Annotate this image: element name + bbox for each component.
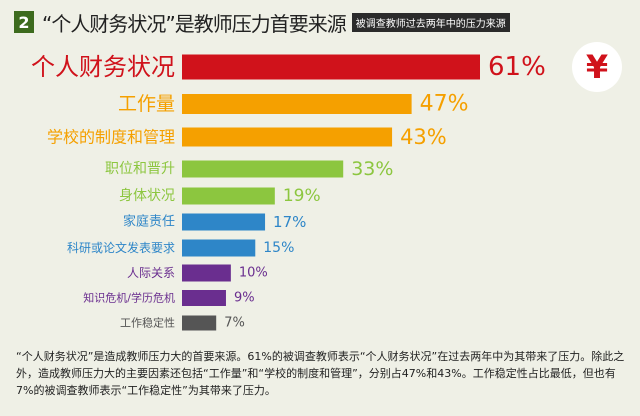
value-label: 10%	[239, 266, 268, 281]
category-label: 个人财务状况	[31, 53, 175, 81]
value-label: 17%	[273, 213, 306, 231]
category-label: 学校的制度和管理	[47, 128, 175, 147]
bar	[182, 94, 412, 114]
category-label: 家庭责任	[123, 214, 175, 230]
chart-subtitle: 被调查教师过去两年中的压力来源	[351, 12, 510, 32]
value-label: 61%	[488, 52, 546, 82]
value-label: 43%	[400, 125, 447, 149]
value-label: 33%	[351, 158, 393, 180]
bar	[182, 187, 275, 205]
bar	[182, 213, 266, 231]
chart-title: “个人财务状况”是教师压力首要来源	[42, 11, 347, 36]
category-label: 身体状况	[119, 188, 175, 204]
description-text: “个人财务状况”是造成教师压力大的首要来源。61%的被调查教师表示“个人财务状况…	[16, 350, 625, 397]
section-number: 2	[14, 11, 34, 33]
bar-chart: 个人财务状况 61% 工作量 47% 学校的制度和管理 43% 职位和晋升 33% 身体状况 19…	[31, 52, 546, 331]
category-label: 工作量	[118, 93, 175, 115]
category-label: 知识危机/学历危机	[83, 291, 175, 305]
value-label: 7%	[224, 316, 245, 331]
bar	[182, 315, 217, 331]
bar	[182, 290, 226, 306]
bar	[182, 160, 344, 178]
category-label: 人际关系	[127, 266, 175, 280]
value-label: 19%	[283, 186, 321, 206]
category-label: 职位和晋升	[105, 161, 175, 177]
category-label: 工作稳定性	[120, 316, 175, 330]
value-label: 15%	[263, 240, 294, 256]
yen-icon: ¥	[572, 42, 622, 92]
bar	[182, 264, 231, 282]
value-label: 9%	[234, 291, 255, 306]
value-label: 47%	[420, 92, 469, 117]
bar	[182, 54, 480, 80]
bar	[182, 127, 393, 147]
header: 2 “个人财务状况”是教师压力首要来源 被调查教师过去两年中的压力来源	[14, 8, 510, 36]
bar	[182, 239, 256, 257]
category-label: 科研或论文发表要求	[67, 240, 175, 255]
